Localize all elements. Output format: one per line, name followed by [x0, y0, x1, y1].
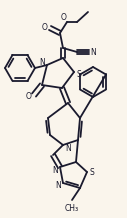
Text: N: N	[52, 165, 58, 174]
Text: O: O	[42, 22, 48, 31]
Text: CH₃: CH₃	[65, 203, 79, 213]
Text: O: O	[26, 92, 32, 100]
Text: O: O	[61, 12, 67, 22]
Text: S: S	[90, 167, 94, 177]
Text: S: S	[77, 70, 81, 78]
Text: N: N	[39, 58, 45, 66]
Text: N: N	[55, 181, 61, 189]
Text: N: N	[90, 48, 96, 56]
Text: N: N	[65, 143, 71, 153]
